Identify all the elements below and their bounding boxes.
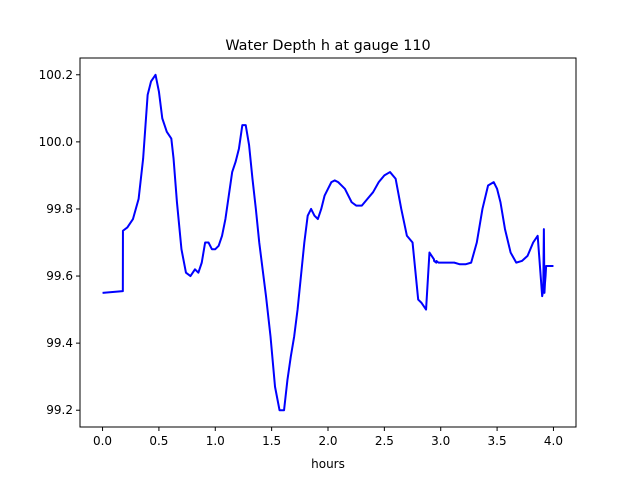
x-tick-label: 1.5 [262,434,281,448]
x-tick-label: 1.0 [206,434,225,448]
x-tick-label: 3.5 [488,434,507,448]
y-tick-label: 100.2 [39,68,73,82]
x-tick-label: 2.0 [318,434,337,448]
y-tick-label: 99.8 [46,202,73,216]
x-tick-label: 2.5 [375,434,394,448]
y-tick-label: 99.6 [46,269,73,283]
y-tick-label: 99.4 [46,336,73,350]
x-tick-label: 0.5 [149,434,168,448]
plot-area-frame [79,57,577,428]
x-axis-label: hours [311,457,345,471]
x-tick-label: 4.0 [544,434,563,448]
x-tick-label: 3.0 [431,434,450,448]
chart-title: Water Depth h at gauge 110 [225,38,430,54]
x-tick-label: 0.0 [93,434,112,448]
axis-ticks: 0.0 0.5 1.0 1.5 2.0 2.5 3.0 3.5 4.0 99.2 99.4 99.6 9… [39,68,563,448]
y-tick-label: 100.0 [39,135,73,149]
y-tick-label: 99.2 [46,403,73,417]
water-depth-series-line [102,73,554,412]
